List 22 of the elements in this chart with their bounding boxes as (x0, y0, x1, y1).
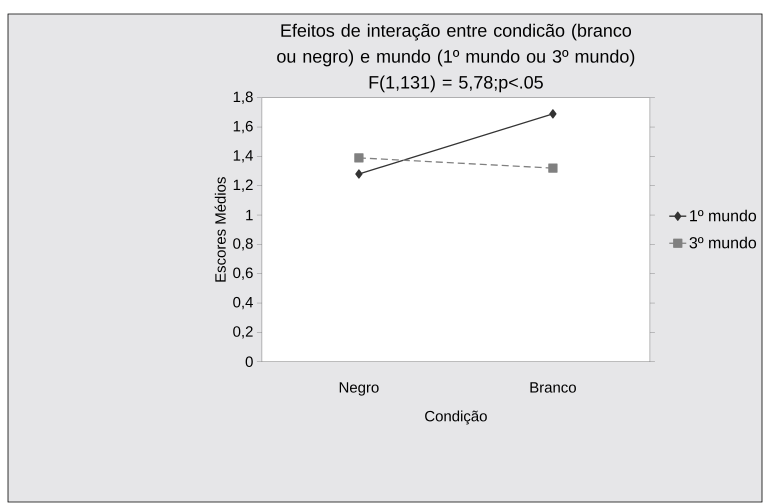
point (548, 163, 558, 173)
chart-subtitle: F(1,131) = 5,78;p<.05 (370, 76, 543, 92)
y-tick-label: 1,8 (234, 92, 253, 104)
point (549, 109, 557, 119)
y-axis-title: Escores Médios (214, 177, 226, 282)
y-tick-label: 0,8 (233, 238, 253, 251)
y-tick-label: 0,4 (233, 296, 253, 310)
point (355, 169, 363, 179)
y-tick-label: 0 (246, 356, 253, 368)
point (354, 153, 364, 163)
y-tick-label: 1 (246, 210, 253, 220)
legend-label: 3º mundo (690, 236, 756, 248)
y-tick-label: 1,6 (234, 120, 253, 134)
chart-title: Efeitos de interação entre condicão (branco ou negro) e mundo (1º mundo ou 3º mundo) (277, 24, 634, 66)
y-tick-label: 1,2 (234, 180, 253, 192)
x-tick-label: Negro (340, 382, 379, 396)
y-tick-label: 0,2 (233, 326, 253, 339)
legend-label: 1º mundo (690, 210, 756, 222)
y-tick-label: 0,6 (233, 268, 253, 280)
x-axis-title: Condição (425, 410, 487, 424)
y-tick-label: 1,4 (234, 150, 253, 162)
x-tick-label: Branco (530, 382, 576, 393)
